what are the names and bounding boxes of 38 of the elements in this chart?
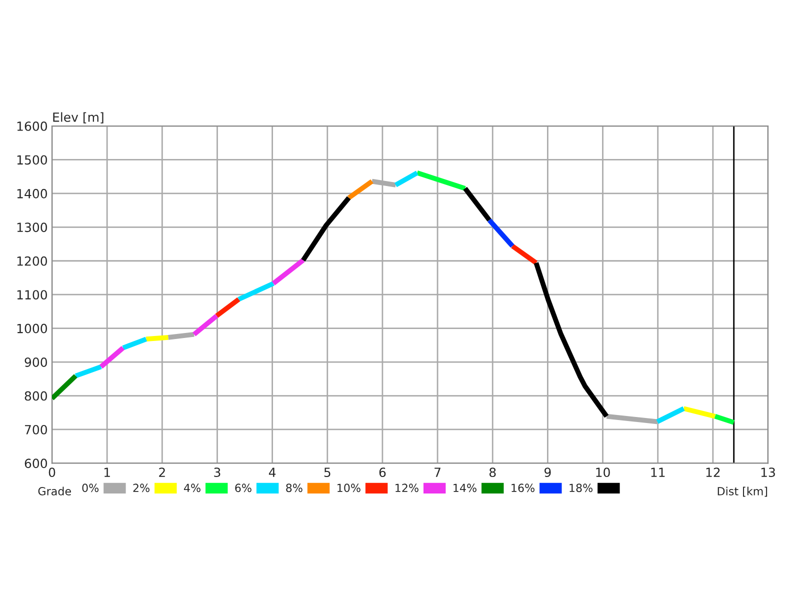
y-tick-label: 1600 [17,121,48,131]
x-tick-label: 7 [434,468,440,477]
x-tick-label: 3 [214,468,220,478]
legend-label: 8% [286,484,302,492]
y-tick-label: 700 [25,424,48,434]
x-axis-title: Dist [km] [718,486,768,497]
legend-label: 10% [338,484,360,492]
x-tick-label: 2 [159,468,165,477]
y-axis-title: Elev [m] [53,112,104,124]
y-tick-label: 1500 [17,155,48,165]
x-tick-label: 4 [268,468,276,477]
legend-title: Grade [38,486,71,496]
y-tick-label: 800 [24,391,48,401]
legend-label: 0% [82,484,99,492]
y-tick-label: 600 [24,458,48,468]
y-tick-label: 1400 [17,188,48,198]
legend-label: 12% [396,484,418,492]
y-tick-label: 900 [24,358,48,367]
legend-label: 2% [133,484,150,492]
legend-label: 6% [235,484,252,492]
y-tick-label: 1100 [17,290,48,300]
x-tick-label: 5 [324,468,330,478]
legend-label: 4% [184,484,200,492]
y-tick-label: 1200 [17,256,48,266]
y-tick-label: 1300 [17,222,48,232]
x-tick-label: 11 [651,468,665,477]
x-tick-label: 6 [379,468,386,478]
x-tick-label: 9 [544,468,551,478]
x-tick-label: 10 [596,468,610,478]
x-tick-label: 13 [761,468,775,478]
legend-label: 16% [512,484,534,492]
x-tick-label: 0 [48,468,56,478]
x-tick-label: 8 [489,468,496,478]
x-tick-label: 1 [104,468,110,477]
legend-label: 18% [570,484,593,492]
x-tick-label: 12 [706,468,720,477]
legend-label: 14% [454,484,476,492]
y-tick-label: 1000 [17,324,48,334]
